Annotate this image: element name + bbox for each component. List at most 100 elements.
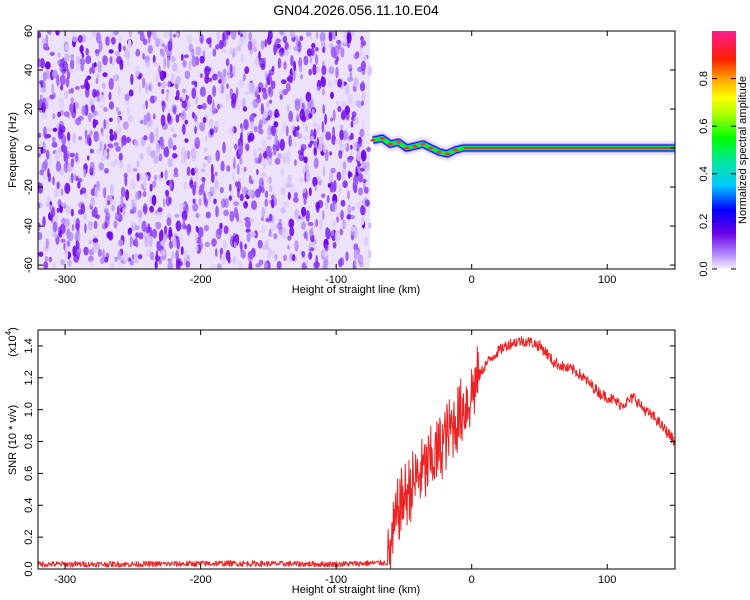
noise-blob <box>109 133 115 142</box>
noise-blob <box>52 69 58 80</box>
noise-blob <box>111 36 116 45</box>
noise-blob <box>78 136 83 141</box>
noise-blob <box>89 249 93 256</box>
noise-blob <box>195 46 202 56</box>
noise-blob <box>174 213 180 218</box>
noise-blob <box>260 40 265 50</box>
noise-blob <box>72 132 76 144</box>
noise-blob <box>105 134 109 140</box>
noise-blob <box>97 135 100 141</box>
noise-blob <box>330 167 336 174</box>
noise-blob <box>69 59 75 70</box>
noise-blob <box>93 119 99 126</box>
noise-blob <box>60 259 66 266</box>
noise-blob <box>161 100 166 107</box>
noise-blob <box>197 31 201 37</box>
noise-blob <box>136 160 140 168</box>
noise-blob <box>321 193 326 198</box>
noise-blob <box>55 161 62 172</box>
y-tick-label: 0.4 <box>23 498 35 513</box>
noise-blob <box>285 182 291 189</box>
noise-blob <box>170 55 176 63</box>
x-tick-label: 100 <box>598 274 616 286</box>
noise-blob <box>167 258 173 263</box>
noise-blob <box>99 94 106 103</box>
noise-blob <box>52 113 56 120</box>
noise-blob <box>71 35 78 43</box>
noise-blob <box>172 133 177 138</box>
noise-blob <box>260 149 265 154</box>
noise-blob <box>96 148 101 154</box>
noise-blob <box>315 47 319 52</box>
noise-blob <box>97 61 102 73</box>
noise-blob <box>207 155 212 164</box>
noise-blob <box>118 262 122 269</box>
noise-blob <box>350 120 354 128</box>
noise-blob <box>103 256 109 263</box>
noise-blob <box>102 72 108 78</box>
noise-blob <box>98 40 103 52</box>
noise-blob <box>109 198 116 207</box>
noise-blob <box>70 31 76 36</box>
noise-blob <box>195 225 199 231</box>
noise-blob <box>219 247 224 255</box>
noise-blob <box>240 53 244 63</box>
noise-blob <box>152 113 156 120</box>
noise-blob <box>197 104 203 110</box>
noise-blob <box>315 54 319 65</box>
noise-blob <box>343 33 347 46</box>
noise-blob <box>152 54 156 64</box>
noise-blob <box>93 220 98 230</box>
noise-blob <box>282 89 289 96</box>
noise-blob <box>108 91 112 101</box>
noise-blob <box>52 176 55 186</box>
noise-blob <box>280 79 287 85</box>
noise-blob <box>353 184 358 194</box>
noise-blob <box>188 60 192 71</box>
noise-blob <box>220 75 227 85</box>
noise-blob <box>123 45 126 51</box>
noise-blob <box>65 249 69 260</box>
noise-blob <box>212 99 215 110</box>
noise-blob <box>170 126 175 132</box>
noise-blob <box>308 143 312 148</box>
noise-blob <box>244 66 250 74</box>
noise-blob <box>145 226 150 234</box>
noise-blob <box>110 160 116 168</box>
noise-blob <box>269 213 273 222</box>
noise-blob <box>49 201 53 206</box>
noise-blob <box>184 138 189 143</box>
noise-blob <box>180 53 184 62</box>
noise-blob <box>289 252 293 262</box>
x-tick-label: 0 <box>469 274 475 286</box>
noise-blob <box>360 204 366 216</box>
noise-blob <box>301 261 306 269</box>
noise-blob <box>276 260 282 269</box>
noise-blob <box>170 236 174 242</box>
noise-blob <box>288 135 292 147</box>
noise-blob <box>322 263 328 269</box>
noise-blob <box>45 134 52 139</box>
noise-blob <box>304 108 311 121</box>
noise-blob <box>194 125 197 135</box>
noise-blob <box>260 172 266 180</box>
noise-blob <box>345 251 349 262</box>
noise-blob <box>98 162 104 171</box>
noise-blob <box>168 109 171 114</box>
noise-blob <box>305 170 311 183</box>
noise-blob <box>88 221 93 227</box>
noise-blob <box>335 100 341 105</box>
noise-blob <box>103 150 108 158</box>
noise-blob <box>135 232 140 238</box>
noise-blob <box>124 93 130 101</box>
noise-blob <box>75 175 80 182</box>
noise-blob <box>194 114 198 123</box>
snr-content <box>38 336 675 569</box>
noise-blob <box>272 223 278 230</box>
noise-blob <box>38 143 41 155</box>
noise-blob <box>79 57 86 66</box>
noise-blob <box>261 206 266 219</box>
noise-blob <box>121 141 124 148</box>
noise-blob <box>149 251 155 261</box>
noise-blob <box>105 212 111 221</box>
